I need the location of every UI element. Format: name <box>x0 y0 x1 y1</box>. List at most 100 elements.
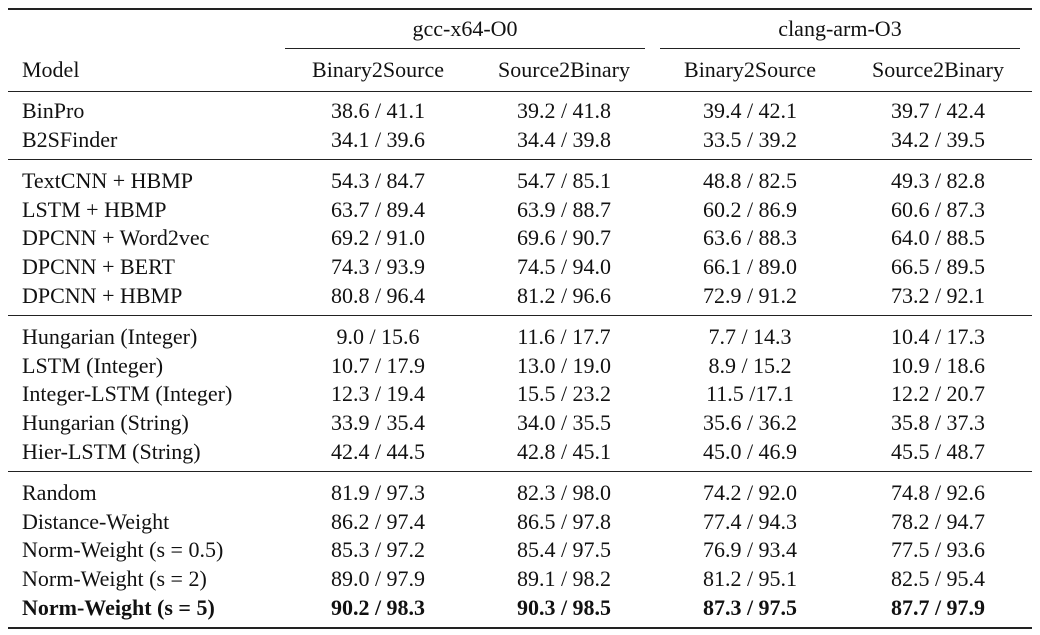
group-rule <box>660 48 1020 49</box>
cell: 48.8 / 82.5 <box>702 168 798 194</box>
cell: 74.3 / 93.9 <box>330 254 426 279</box>
model-name: Norm-Weight (s = 5) <box>22 594 215 620</box>
model-name: Hungarian (Integer) <box>22 324 198 350</box>
cell: 77.5 / 93.6 <box>890 537 986 563</box>
cell: 35.8 / 37.3 <box>890 410 986 435</box>
cell: 15.5 / 23.2 <box>516 381 612 407</box>
cell: 11.6 / 17.7 <box>517 324 611 350</box>
model-header: Model <box>22 57 80 82</box>
model-name: LSTM (Integer) <box>22 352 164 378</box>
cell: 10.9 / 18.6 <box>890 352 986 378</box>
cell: 42.4 / 44.5 <box>330 438 426 464</box>
cell: 87.7 / 97.9 <box>890 594 986 620</box>
cell: 72.9 / 91.2 <box>702 282 798 308</box>
cell: 34.4 / 39.8 <box>516 126 612 152</box>
section-rule <box>8 315 1032 317</box>
column-header: Binary2Source <box>684 57 816 82</box>
cell: 33.5 / 39.2 <box>702 126 798 152</box>
cell: 85.3 / 97.2 <box>330 537 426 563</box>
cell: 63.9 / 88.7 <box>516 196 612 222</box>
cell: 85.4 / 97.5 <box>516 537 612 563</box>
section-rule <box>8 159 1032 161</box>
cell: 86.2 / 97.4 <box>330 508 426 534</box>
cell: 76.9 / 93.4 <box>702 537 798 563</box>
cell: 39.2 / 41.8 <box>516 98 612 123</box>
model-name: Distance-Weight <box>22 508 170 534</box>
cell: 63.7 / 89.4 <box>330 196 426 222</box>
cell: 89.0 / 97.9 <box>330 566 426 591</box>
model-name: DPCNN + BERT <box>22 254 175 279</box>
model-name: Hier-LSTM (String) <box>22 438 201 464</box>
group-rule <box>285 48 645 49</box>
cell: 12.2 / 20.7 <box>890 381 986 407</box>
cell: 13.0 / 19.0 <box>516 352 612 378</box>
cell: 39.4 / 42.1 <box>702 98 798 123</box>
cell: 60.6 / 87.3 <box>890 196 986 222</box>
model-name: BinPro <box>22 98 85 123</box>
column-header: Source2Binary <box>498 57 630 82</box>
cell: 78.2 / 94.7 <box>890 508 986 534</box>
cell: 45.5 / 48.7 <box>890 438 986 464</box>
cell: 80.8 / 96.4 <box>330 282 426 308</box>
model-name: Integer-LSTM (Integer) <box>22 381 233 407</box>
cell: 81.2 / 95.1 <box>702 566 798 591</box>
cell: 74.8 / 92.6 <box>890 480 986 506</box>
cell: 74.2 / 92.0 <box>702 480 798 506</box>
cell: 11.5 /17.1 <box>706 381 794 407</box>
column-header: Binary2Source <box>312 57 444 82</box>
cell: 90.3 / 98.5 <box>516 594 612 620</box>
cell: 77.4 / 94.3 <box>702 508 798 534</box>
cell: 12.3 / 19.4 <box>330 381 426 407</box>
cell: 90.2 / 98.3 <box>330 594 426 620</box>
cell: 34.0 / 35.5 <box>516 410 612 435</box>
cell: 45.0 / 46.9 <box>702 438 798 464</box>
cell: 35.6 / 36.2 <box>702 410 798 435</box>
cell: 34.2 / 39.5 <box>890 126 986 152</box>
model-name: TextCNN + HBMP <box>22 168 193 194</box>
cell: 66.5 / 89.5 <box>890 254 986 279</box>
model-name: Hungarian (String) <box>22 410 189 435</box>
cell: 82.3 / 98.0 <box>516 480 612 506</box>
cell: 7.7 / 14.3 <box>708 324 792 350</box>
cell: 10.4 / 17.3 <box>890 324 986 350</box>
section-rule <box>8 471 1032 473</box>
cell: 87.3 / 97.5 <box>702 594 798 620</box>
cell: 42.8 / 45.1 <box>516 438 612 464</box>
cell: 89.1 / 98.2 <box>516 566 612 591</box>
cell: 81.2 / 96.6 <box>516 282 612 308</box>
cell: 54.3 / 84.7 <box>330 168 426 194</box>
cell: 64.0 / 88.5 <box>890 225 986 251</box>
cell: 9.0 / 15.6 <box>336 324 420 350</box>
cell: 82.5 / 95.4 <box>890 566 986 591</box>
model-name: Norm-Weight (s = 0.5) <box>22 537 224 563</box>
cell: 86.5 / 97.8 <box>516 508 612 534</box>
cell: 69.2 / 91.0 <box>330 225 426 251</box>
model-name: LSTM + HBMP <box>22 196 167 222</box>
cell: 39.7 / 42.4 <box>890 98 986 123</box>
cell: 73.2 / 92.1 <box>890 282 986 308</box>
cell: 54.7 / 85.1 <box>516 168 612 194</box>
model-name: DPCNN + HBMP <box>22 282 183 308</box>
bottom-rule <box>8 627 1032 629</box>
cell: 69.6 / 90.7 <box>516 225 612 251</box>
model-name: B2SFinder <box>22 126 118 152</box>
cell: 34.1 / 39.6 <box>330 126 426 152</box>
top-rule <box>8 8 1032 10</box>
cell: 74.5 / 94.0 <box>516 254 612 279</box>
group-header: gcc-x64-O0 <box>412 16 518 41</box>
cell: 60.2 / 86.9 <box>702 196 798 222</box>
cell: 33.9 / 35.4 <box>330 410 426 435</box>
model-name: Norm-Weight (s = 2) <box>22 566 207 591</box>
cell: 81.9 / 97.3 <box>330 480 426 506</box>
column-header: Source2Binary <box>872 57 1004 82</box>
cell: 8.9 / 15.2 <box>708 352 792 378</box>
cell: 10.7 / 17.9 <box>330 352 426 378</box>
model-name: Random <box>22 480 97 506</box>
cell: 49.3 / 82.8 <box>890 168 986 194</box>
model-name: DPCNN + Word2vec <box>22 225 210 251</box>
cell: 38.6 / 41.1 <box>330 98 426 123</box>
header-rule <box>8 91 1032 92</box>
group-header: clang-arm-O3 <box>778 16 902 41</box>
cell: 63.6 / 88.3 <box>702 225 798 251</box>
